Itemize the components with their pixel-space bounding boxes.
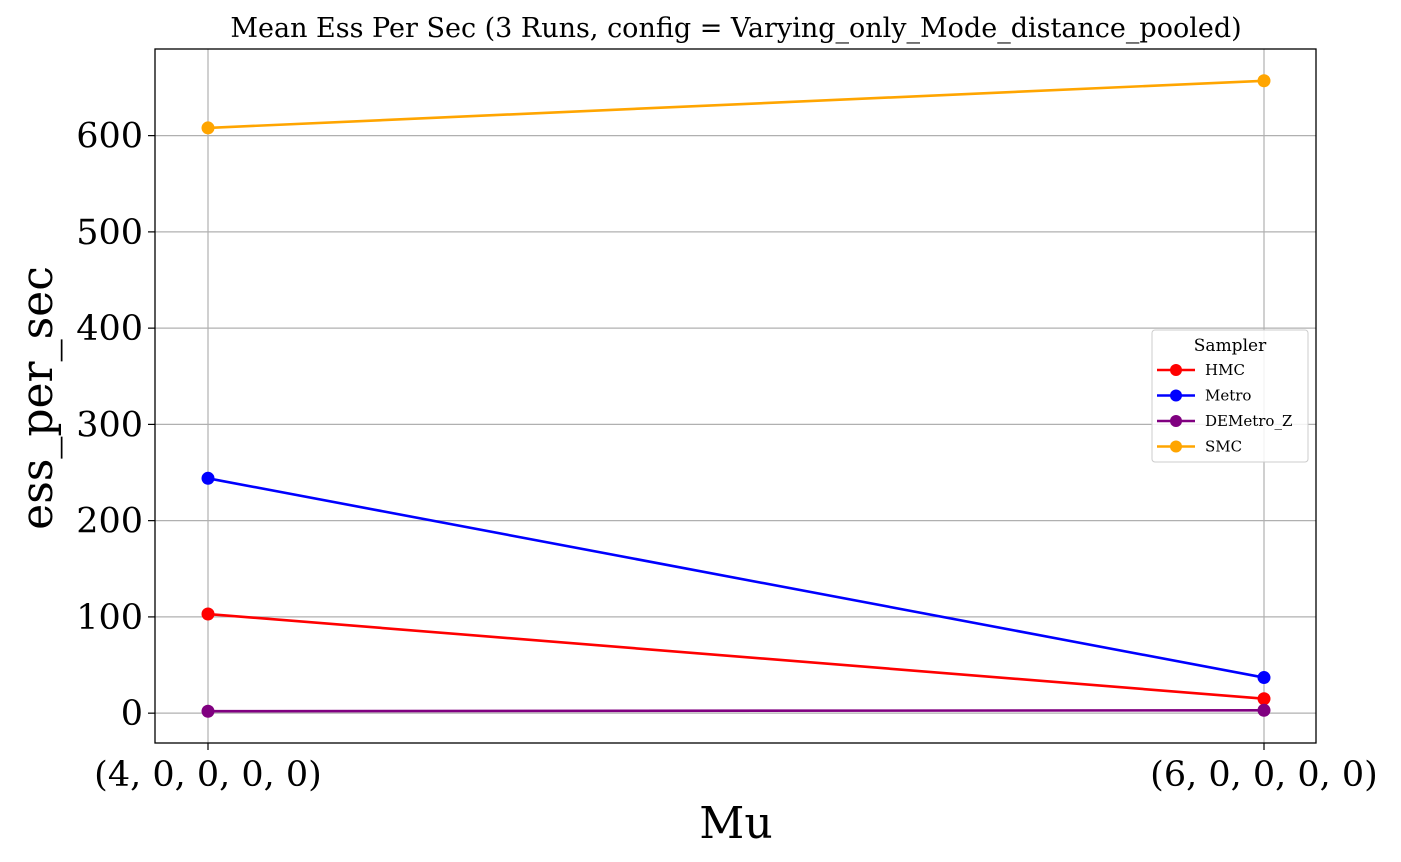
grid-lines — [155, 49, 1316, 743]
legend-item-demetro-z: DEMetro_Z — [1157, 412, 1292, 430]
legend-item-hmc: HMC — [1157, 361, 1245, 379]
legend-item-smc: SMC — [1157, 438, 1242, 456]
y-tick-label: 400 — [76, 309, 143, 349]
y-tick-label: 100 — [76, 598, 143, 638]
chart-title: Mean Ess Per Sec (3 Runs, config = Varyi… — [230, 13, 1241, 44]
y-axis: 0 100 200 300 400 500 600 — [76, 117, 155, 734]
series-hmc — [201, 607, 1271, 706]
series-line-smc — [207, 79, 1265, 130]
legend-label: DEMetro_Z — [1205, 412, 1292, 430]
legend-label: Metro — [1205, 387, 1251, 405]
data-point-demetro-z — [1257, 703, 1271, 717]
legend: Sampler HMC Metro DEMetro_Z SMC — [1151, 329, 1309, 463]
legend-marker — [1170, 389, 1182, 402]
y-axis-label: ess_per_sec — [12, 266, 63, 530]
series-group — [201, 74, 1271, 718]
data-point-hmc — [1257, 692, 1271, 706]
x-axis-label: Mu — [699, 798, 772, 849]
x-tick-label: (4, 0, 0, 0, 0) — [94, 755, 322, 795]
plot-frame — [154, 48, 1317, 744]
series-demetro-z — [201, 703, 1271, 718]
legend-item-metro: Metro — [1157, 387, 1251, 405]
y-tick-label: 600 — [76, 117, 143, 157]
x-tick-label: (6, 0, 0, 0, 0) — [1150, 755, 1378, 795]
legend-marker — [1170, 415, 1182, 427]
legend-label: HMC — [1205, 361, 1245, 379]
series-line-hmc — [207, 612, 1265, 701]
data-point-metro — [201, 471, 215, 485]
legend-marker — [1170, 364, 1182, 376]
series-line-demetro-z — [207, 708, 1265, 713]
series-metro — [201, 471, 1271, 685]
data-point-hmc — [201, 607, 215, 621]
y-tick-label: 200 — [76, 502, 143, 542]
y-tick-label: 500 — [76, 213, 143, 253]
y-tick-label: 0 — [121, 694, 143, 734]
x-axis: (4, 0, 0, 0, 0) (6, 0, 0, 0, 0) — [94, 743, 1378, 795]
series-line-metro — [207, 477, 1265, 679]
data-point-smc — [201, 121, 215, 135]
series-smc — [201, 74, 1271, 135]
legend-marker — [1170, 440, 1182, 453]
data-point-smc — [1257, 74, 1271, 88]
data-point-demetro-z — [201, 704, 215, 718]
legend-title: Sampler — [1194, 336, 1267, 356]
legend-label: SMC — [1205, 438, 1242, 456]
y-tick-label: 300 — [76, 405, 143, 445]
legend-box — [1151, 329, 1309, 463]
data-point-metro — [1257, 671, 1271, 685]
